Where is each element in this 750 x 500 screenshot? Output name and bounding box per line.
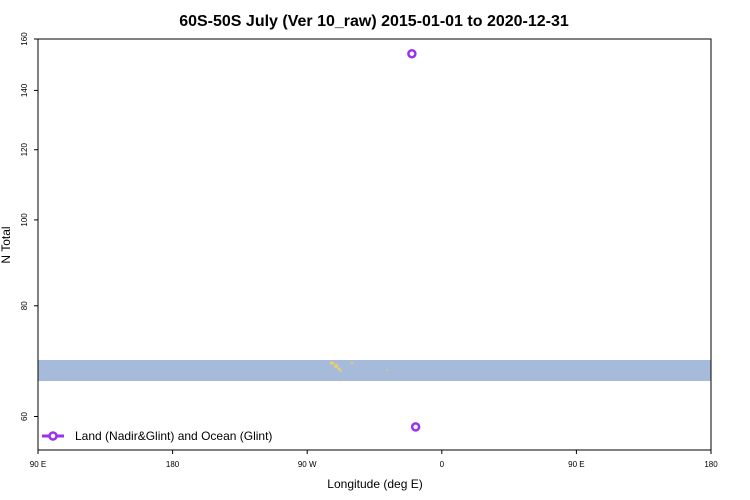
- land-fragment: [334, 364, 338, 368]
- x-tick-label: 180: [704, 460, 718, 469]
- data-point: [410, 422, 421, 432]
- data-point: [407, 48, 417, 59]
- data-points: [407, 48, 421, 432]
- chart-title: 60S-50S July (Ver 10_raw) 2015-01-01 to …: [179, 13, 569, 30]
- x-tick-label: 90 W: [298, 460, 317, 469]
- legend-marker: [48, 431, 58, 441]
- y-tick-label: 120: [20, 143, 29, 157]
- land-fragment: [350, 362, 354, 364]
- y-tick-label: 100: [20, 213, 29, 227]
- plot-frame: [37, 38, 712, 451]
- x-axis-label: Longitude (deg E): [327, 477, 422, 491]
- x-tick-label: 0: [440, 460, 445, 469]
- legend: Land (Nadir&Glint) and Ocean (Glint): [42, 429, 272, 443]
- land-fragment: [329, 361, 335, 365]
- legend-label: Land (Nadir&Glint) and Ocean (Glint): [75, 429, 272, 443]
- x-tick-label: 90 E: [568, 460, 584, 469]
- x-axis: 90 E 180 90 W 0 90 E 180: [30, 450, 718, 469]
- x-tick-label: 90 E: [30, 460, 46, 469]
- y-tick-label: 160: [20, 32, 29, 46]
- y-tick-label: 80: [20, 301, 29, 310]
- land-band: [38, 360, 711, 381]
- land-fragment: [386, 369, 388, 371]
- y-tick-label: 140: [20, 83, 29, 97]
- x-tick-label: 180: [166, 460, 180, 469]
- y-axis: 60 80 100 120 140 160: [20, 32, 38, 421]
- y-axis-label: N Total: [0, 226, 13, 263]
- y-tick-label: 60: [20, 412, 29, 421]
- land-fragment: [337, 367, 341, 371]
- land-fragments: [329, 361, 388, 372]
- land-fragment: [340, 370, 342, 372]
